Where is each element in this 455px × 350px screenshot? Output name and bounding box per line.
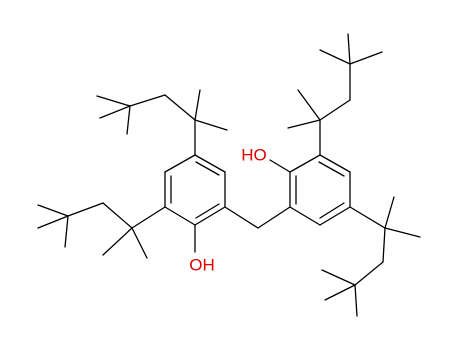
hydroxyl-label: OH [189, 255, 215, 274]
hydroxyl-label: HO [241, 145, 267, 164]
bonds [37, 33, 421, 317]
